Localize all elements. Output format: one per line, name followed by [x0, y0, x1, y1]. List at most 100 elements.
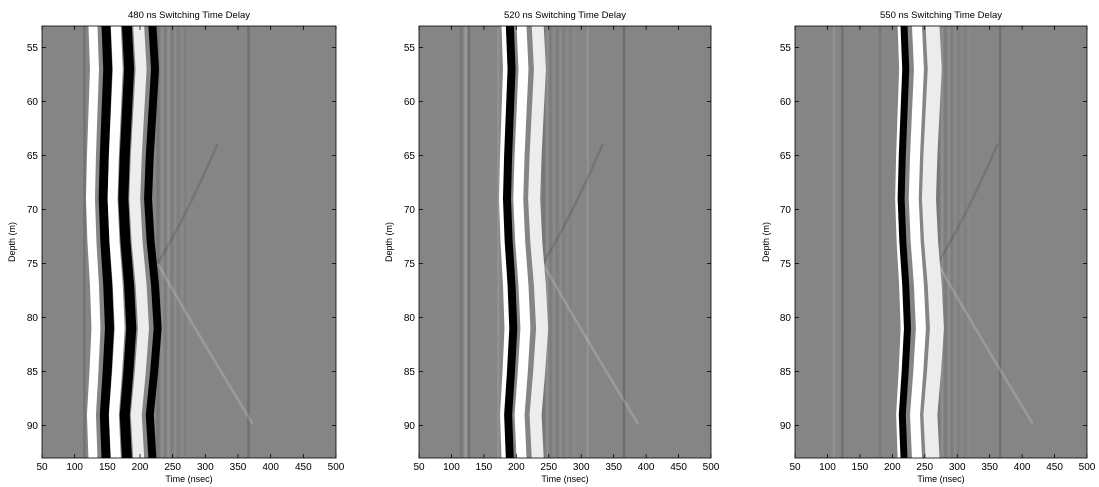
panel-2-ytick-label-55: 55 [404, 43, 416, 54]
panel-3-ytick-label-85: 85 [780, 367, 792, 378]
panel-1-xlabel: Time (nsec) [165, 474, 212, 484]
panel-2-ytick-label-75: 75 [404, 259, 416, 270]
panel-2-x-ticks: 50 100 150 200 250 300 350 400 450 500 [413, 26, 720, 473]
panel-1-ytick-label-85: 85 [27, 367, 39, 378]
panel-3-tail-2 [939, 26, 945, 458]
panel-1: 480 ns Switching Time Delay Time (nsec) … [7, 10, 345, 484]
panel-2-ytick-label-80: 80 [404, 313, 416, 324]
panel-2-ylabel: Depth (m) [384, 222, 394, 262]
panel-3-tail-3 [942, 26, 948, 458]
panel-2-diffraction-1 [541, 262, 640, 425]
panel-2-tail-6 [557, 26, 563, 458]
panel-2-xtick-label-50: 50 [413, 462, 425, 473]
panel-3-band-4 [921, 26, 944, 458]
panel-3-xtick-label-50: 50 [789, 462, 801, 473]
panel-1-xtick-label-200: 200 [132, 462, 149, 473]
panel-3-tail-5 [949, 26, 955, 458]
panel-1-streak-1 [83, 26, 86, 458]
panel-3-band-3 [908, 26, 926, 458]
panel-3-title: 550 ns Switching Time Delay [880, 10, 1002, 21]
panel-3-xlabel: Time (nsec) [917, 474, 964, 484]
panel-2-tail-3 [548, 26, 554, 458]
panel-1-tail-7 [175, 26, 181, 458]
panel-2-tail-8 [564, 26, 570, 458]
panel-2-streak-1 [459, 26, 463, 458]
panel-2-tail-2 [544, 26, 550, 458]
panel-2-xtick-label-250: 250 [540, 462, 557, 473]
panel-1-band-6 [144, 26, 162, 458]
panel-1-title: 480 ns Switching Time Delay [128, 10, 250, 21]
panel-3-tail-1 [936, 26, 942, 458]
panel-2-band-2 [502, 26, 518, 458]
panel-1-ytick-label-65: 65 [27, 151, 39, 162]
panel-3-tail-7 [955, 26, 961, 458]
panel-3-background [795, 26, 1087, 458]
panel-2-title: 520 ns Switching Time Delay [504, 10, 626, 21]
panel-2-ytick-label-70: 70 [404, 205, 416, 216]
panel-1-xtick-label-50: 50 [36, 462, 48, 473]
panel-1-band-3 [107, 26, 125, 458]
panel-2-xtick-label-400: 400 [638, 462, 655, 473]
panel-2-xtick-label-350: 350 [605, 462, 622, 473]
panel-3-streak-3 [878, 26, 882, 458]
panel-3-ytick-label-90: 90 [780, 421, 792, 432]
panel-2-streak-4 [496, 26, 500, 458]
panel-2-xtick-label-300: 300 [573, 462, 590, 473]
panel-3-xtick-label-150: 150 [852, 462, 869, 473]
panel-1-ytick-label-90: 90 [27, 421, 39, 432]
panel-1-band-1 [85, 26, 101, 458]
panel-2-tail-1 [541, 26, 547, 458]
panel-3-xtick-label-250: 250 [916, 462, 933, 473]
panel-3-xtick-label-100: 100 [819, 462, 836, 473]
panel-3-ytick-label-55: 55 [780, 43, 792, 54]
panel-1-tail-1 [156, 26, 162, 458]
panel-1-diffraction-1 [156, 262, 254, 425]
panel-3-ytick-label-75: 75 [780, 259, 792, 270]
panel-1-ytick-label-70: 70 [27, 205, 39, 216]
panel-3-ytick-label-80: 80 [780, 313, 792, 324]
panel-2-xtick-label-100: 100 [443, 462, 460, 473]
panel-3-ytick-label-60: 60 [780, 97, 792, 108]
panel-1-image [42, 26, 336, 458]
panel-1-tail-4 [166, 26, 172, 458]
panel-3-ytick-label-70: 70 [780, 205, 792, 216]
panel-3-image [795, 26, 1087, 458]
panel-3-xtick-label-200: 200 [884, 462, 901, 473]
panel-3-tail-10 [966, 26, 971, 458]
panel-1-frame [41, 25, 337, 459]
panel-2-xlabel: Time (nsec) [541, 474, 588, 484]
panel-2-y-ticks: 55 60 65 70 75 80 85 90 [404, 43, 711, 432]
panel-2-streak-2 [464, 26, 467, 458]
panel-3-y-ticks: 55 60 65 70 75 80 85 90 [780, 43, 1087, 432]
panel-1-tail-2 [159, 26, 165, 458]
panel-3-xtick-label-500: 500 [1079, 462, 1096, 473]
panel-1-xtick-label-400: 400 [262, 462, 279, 473]
panel-3-frame [794, 25, 1088, 459]
panel-2-xtick-label-500: 500 [703, 462, 720, 473]
panel-1-xtick-label-300: 300 [197, 462, 214, 473]
panel-2-diffraction-2 [541, 143, 605, 265]
panel-2-band-1 [499, 26, 510, 458]
panel-2-frame [418, 25, 712, 459]
panel-3-diffraction-2 [936, 143, 999, 265]
panel-2-xtick-label-150: 150 [476, 462, 493, 473]
panel-1-tail-8 [179, 26, 185, 458]
panel-1-diffraction-2 [156, 143, 219, 265]
panel-2-xtick-label-450: 450 [670, 462, 687, 473]
panel-2-background [419, 26, 711, 458]
panel-2-ytick-label-65: 65 [404, 151, 416, 162]
panel-2-band-4 [528, 26, 549, 458]
panel-2-streak-3 [467, 26, 471, 458]
panel-1-xtick-label-150: 150 [99, 462, 116, 473]
panel-3-streak-1 [832, 26, 836, 458]
panel-2-ytick-label-90: 90 [404, 421, 416, 432]
panel-2: 520 ns Switching Time Delay Time (nsec) … [384, 10, 720, 484]
panel-2-xtick-label-200: 200 [508, 462, 525, 473]
panel-2-band-3 [513, 26, 531, 458]
panel-2-tail-5 [554, 26, 560, 458]
panel-1-ylabel: Depth (m) [7, 222, 17, 262]
panel-1-xtick-label-500: 500 [328, 462, 345, 473]
panel-2-tail-10 [571, 26, 576, 458]
panel-3-streak-2 [841, 26, 844, 458]
